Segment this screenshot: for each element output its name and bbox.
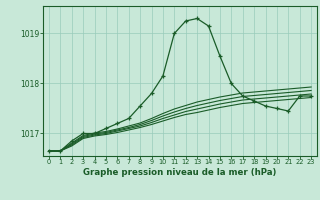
X-axis label: Graphe pression niveau de la mer (hPa): Graphe pression niveau de la mer (hPa) [83,168,277,177]
